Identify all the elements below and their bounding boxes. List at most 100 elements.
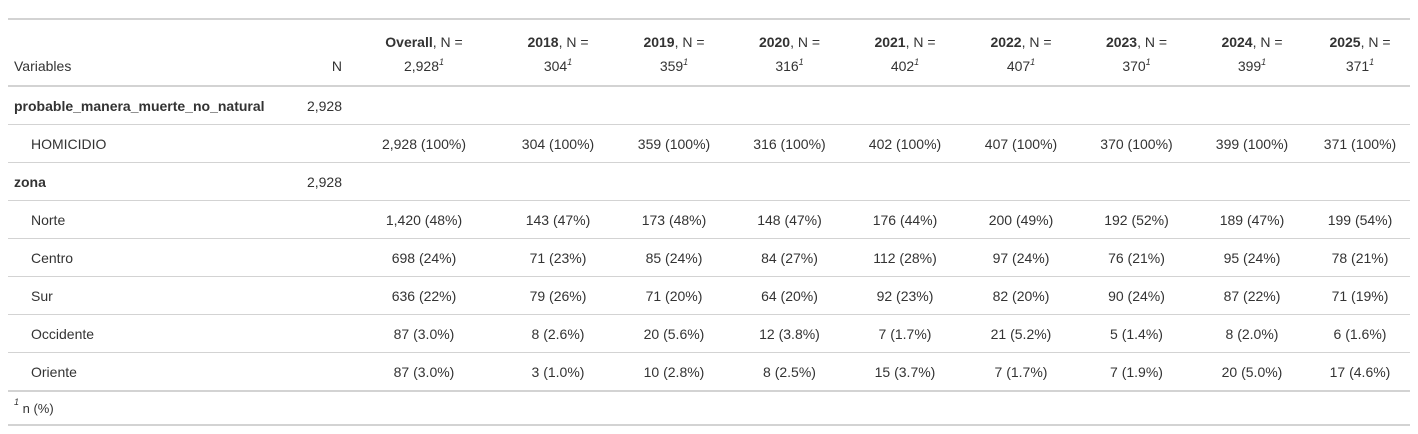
stat-cell — [1194, 86, 1310, 125]
stat-cell — [348, 162, 500, 201]
n-cell: 2,928 — [298, 86, 348, 125]
footnote-text: n (%) — [22, 400, 54, 416]
header-group-name: 2025 — [1329, 34, 1361, 50]
header-group-suffix: , N = — [1360, 34, 1391, 50]
table-row: probable_manera_muerte_no_natural 2,928 — [8, 86, 1410, 125]
table-row: Norte 1,420 (48%) 143 (47%) 173 (48%) 148 (4… — [8, 200, 1410, 239]
header-group-name: Overall — [385, 34, 433, 50]
stat-cell — [500, 162, 616, 201]
stat-cell: 1,420 (48%) — [348, 200, 500, 239]
header-group-name: 2023 — [1105, 34, 1138, 50]
summary-table-container: Variables N Overall, N = 2,9281 2018, N = 3… — [8, 18, 1410, 426]
header-group-suffix: , N = — [905, 34, 936, 50]
header-group-2024: 2024, N = 3991 — [1194, 18, 1310, 87]
stat-cell: 148 (47%) — [732, 200, 847, 239]
stat-cell: 8 (2.6%) — [500, 314, 616, 353]
header-group-n: 304 — [543, 58, 568, 74]
header-group-2019: 2019, N = 3591 — [616, 18, 732, 87]
header-group-overall: Overall, N = 2,9281 — [348, 18, 500, 87]
stat-cell: 7 (1.7%) — [847, 314, 963, 353]
stat-cell — [616, 86, 732, 125]
footnote-mark: 1 — [914, 57, 920, 67]
n-cell — [298, 124, 348, 163]
stat-cell: 87 (22%) — [1194, 276, 1310, 315]
header-group-n: 359 — [659, 58, 684, 74]
stat-cell — [847, 162, 963, 201]
stat-cell: 90 (24%) — [1079, 276, 1194, 315]
variable-label: probable_manera_muerte_no_natural — [8, 86, 298, 125]
n-cell — [298, 314, 348, 353]
stat-cell: 407 (100%) — [963, 124, 1079, 163]
variable-level: Occidente — [8, 314, 298, 353]
stat-cell: 200 (49%) — [963, 200, 1079, 239]
table-header-row: Variables N Overall, N = 2,9281 2018, N = 3… — [8, 18, 1410, 87]
variable-level: Centro — [8, 238, 298, 277]
stat-cell — [732, 162, 847, 201]
header-variables: Variables — [8, 18, 298, 87]
n-cell: 2,928 — [298, 162, 348, 201]
header-group-n: 399 — [1237, 58, 1262, 74]
header-group-2020: 2020, N = 3161 — [732, 18, 847, 87]
stat-cell: 7 (1.7%) — [963, 352, 1079, 392]
stat-cell: 21 (5.2%) — [963, 314, 1079, 353]
stat-cell — [1310, 86, 1410, 125]
stat-cell — [1194, 162, 1310, 201]
summary-table: Variables N Overall, N = 2,9281 2018, N = 3… — [8, 18, 1410, 426]
stat-cell: 189 (47%) — [1194, 200, 1310, 239]
n-cell — [298, 352, 348, 392]
header-group-2021: 2021, N = 4021 — [847, 18, 963, 87]
table-row: HOMICIDIO 2,928 (100%) 304 (100%) 359 (100%… — [8, 124, 1410, 163]
stat-cell: 359 (100%) — [616, 124, 732, 163]
stat-cell: 698 (24%) — [348, 238, 500, 277]
header-group-suffix: , N = — [1252, 34, 1283, 50]
stat-cell: 636 (22%) — [348, 276, 500, 315]
stat-cell — [732, 86, 847, 125]
header-n: N — [298, 18, 348, 87]
table-row: Occidente 87 (3.0%) 8 (2.6%) 20 (5.6%) 12 (3… — [8, 314, 1410, 353]
stat-cell: 71 (23%) — [500, 238, 616, 277]
stat-cell: 399 (100%) — [1194, 124, 1310, 163]
stat-cell: 87 (3.0%) — [348, 352, 500, 392]
footnote-mark: 1 — [1030, 57, 1036, 67]
stat-cell: 7 (1.9%) — [1079, 352, 1194, 392]
stat-cell: 402 (100%) — [847, 124, 963, 163]
variable-level: Sur — [8, 276, 298, 315]
variable-level: Norte — [8, 200, 298, 239]
stat-cell — [500, 86, 616, 125]
header-group-n: 371 — [1345, 58, 1370, 74]
stat-cell: 64 (20%) — [732, 276, 847, 315]
stat-cell — [616, 162, 732, 201]
stat-cell — [348, 86, 500, 125]
stat-cell — [1310, 162, 1410, 201]
stat-cell: 12 (3.8%) — [732, 314, 847, 353]
stat-cell: 2,928 (100%) — [348, 124, 500, 163]
stat-cell: 97 (24%) — [963, 238, 1079, 277]
header-group-name: 2021 — [874, 34, 906, 50]
stat-cell — [963, 86, 1079, 125]
stat-cell: 316 (100%) — [732, 124, 847, 163]
header-group-n: 402 — [890, 58, 915, 74]
stat-cell: 10 (2.8%) — [616, 352, 732, 392]
stat-cell: 95 (24%) — [1194, 238, 1310, 277]
stat-cell: 199 (54%) — [1310, 200, 1410, 239]
header-group-name: 2022 — [990, 34, 1022, 50]
stat-cell: 3 (1.0%) — [500, 352, 616, 392]
table-body: probable_manera_muerte_no_natural 2,928 HO… — [8, 86, 1410, 392]
footnote-row: 1 n (%) — [8, 391, 1410, 426]
footnote-mark: 1 — [1145, 57, 1151, 67]
stat-cell: 78 (21%) — [1310, 238, 1410, 277]
header-group-name: 2018 — [527, 34, 559, 50]
table-row: Sur 636 (22%) 79 (26%) 71 (20%) 64 (20%) 92 (… — [8, 276, 1410, 315]
header-group-suffix: , N = — [790, 34, 821, 50]
header-group-suffix: , N = — [432, 34, 463, 50]
stat-cell: 87 (3.0%) — [348, 314, 500, 353]
stat-cell — [847, 86, 963, 125]
stat-cell: 20 (5.6%) — [616, 314, 732, 353]
header-group-name: 2024 — [1221, 34, 1253, 50]
header-group-n: 370 — [1122, 58, 1146, 74]
footnote-mark: 1 — [1369, 57, 1375, 67]
n-cell — [298, 276, 348, 315]
header-group-suffix: , N = — [558, 34, 589, 50]
n-cell — [298, 200, 348, 239]
stat-cell: 85 (24%) — [616, 238, 732, 277]
